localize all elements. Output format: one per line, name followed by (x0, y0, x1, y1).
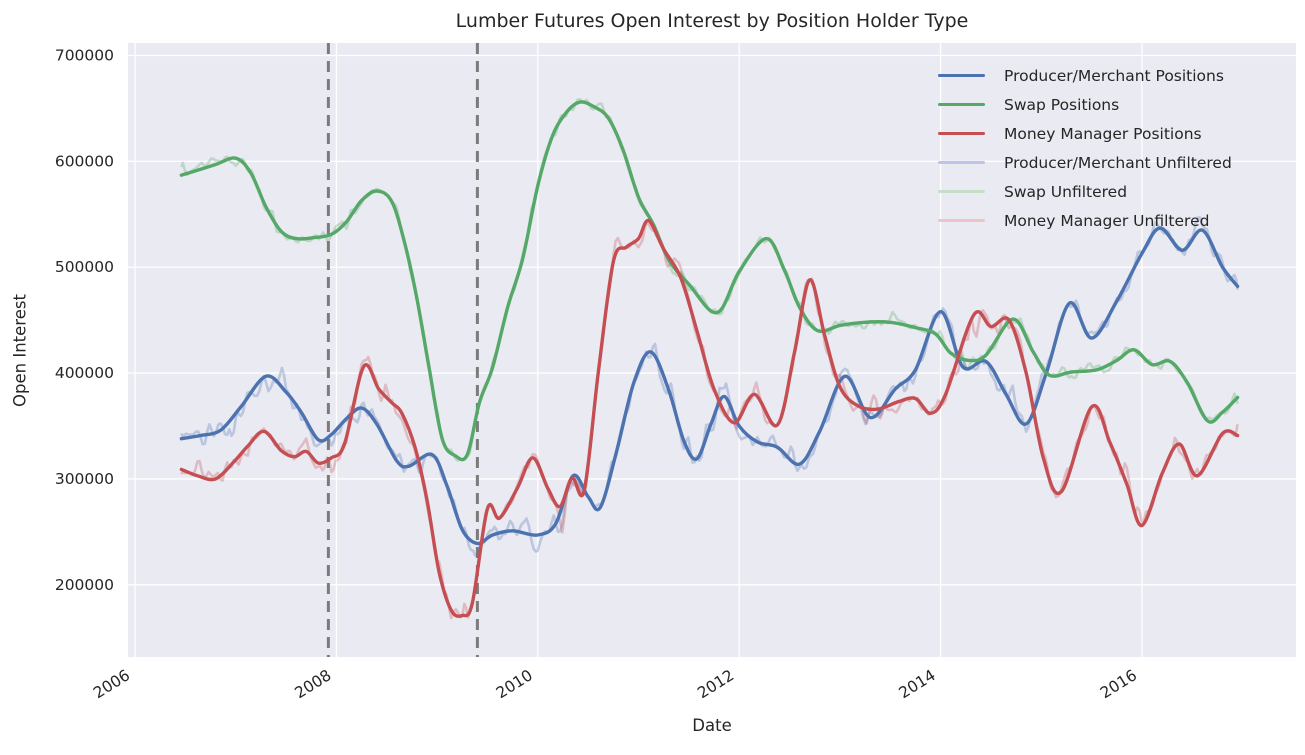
series-swap-positions-line (179, 100, 1240, 462)
legend-label: Money Manager Unfiltered (1004, 211, 1210, 230)
x-tick-label: 2010 (493, 666, 536, 702)
x-tick-label: 2016 (1097, 666, 1140, 702)
chart-title: Lumber Futures Open Interest by Position… (455, 10, 969, 32)
legend-label: Swap Positions (1004, 95, 1120, 114)
x-tick-label: 2006 (90, 666, 133, 702)
legend-item-producer-merchant-unfiltered: Producer/Merchant Unfiltered (938, 148, 1232, 177)
legend-label: Swap Unfiltered (1004, 182, 1128, 201)
y-tick-label: 300000 (55, 470, 114, 488)
y-tick-label: 700000 (55, 46, 114, 64)
legend: Producer/Merchant Positions Swap Positio… (938, 61, 1232, 235)
legend-label: Producer/Merchant Unfiltered (1004, 153, 1232, 172)
legend-item-swap-unfiltered: Swap Unfiltered (938, 177, 1232, 206)
series-money-manager-positions-line (179, 218, 1240, 618)
legend-item-money-manager-positions: Money Manager Positions (938, 119, 1232, 148)
plot-background (128, 43, 1296, 657)
y-tick-label: 600000 (55, 152, 114, 170)
legend-item-producer-merchant-positions: Producer/Merchant Positions (938, 61, 1232, 90)
legend-item-swap-positions: Swap Positions (938, 90, 1232, 119)
y-axis-label: Open Interest (10, 294, 30, 407)
legend-swatch-money-manager-positions (938, 131, 985, 136)
legend-swatch-money-manager-unfiltered (938, 219, 985, 222)
legend-swatch-swap-positions (938, 102, 985, 107)
y-tick-label: 500000 (55, 258, 114, 276)
legend-swatch-swap-unfiltered (938, 190, 985, 193)
y-tick-label: 400000 (55, 364, 114, 382)
x-axis-label: Date (692, 716, 732, 735)
x-tick-label: 2012 (694, 666, 737, 702)
x-tick-label: 2014 (896, 666, 939, 702)
x-tick-label: 2008 (292, 666, 335, 702)
legend-item-money-manager-unfiltered: Money Manager Unfiltered (938, 206, 1232, 235)
y-tick-label: 200000 (55, 576, 114, 594)
legend-swatch-producer-merchant-positions (938, 73, 985, 78)
legend-label: Producer/Merchant Positions (1004, 66, 1224, 85)
legend-swatch-producer-merchant-unfiltered (938, 161, 985, 164)
legend-label: Money Manager Positions (1004, 124, 1202, 143)
